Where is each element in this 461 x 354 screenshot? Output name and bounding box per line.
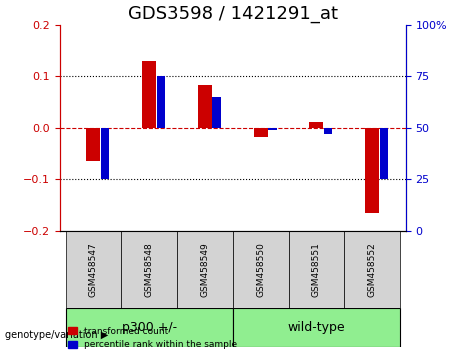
FancyBboxPatch shape — [121, 231, 177, 308]
Bar — [157, 76, 165, 128]
FancyBboxPatch shape — [65, 308, 233, 347]
FancyBboxPatch shape — [65, 231, 121, 308]
Text: genotype/variation ▶: genotype/variation ▶ — [5, 330, 108, 339]
FancyBboxPatch shape — [233, 231, 289, 308]
Text: GSM458549: GSM458549 — [201, 242, 209, 297]
Bar — [142, 61, 156, 128]
Title: GDS3598 / 1421291_at: GDS3598 / 1421291_at — [128, 6, 338, 23]
FancyBboxPatch shape — [289, 231, 344, 308]
Bar — [309, 122, 324, 128]
Text: GSM458552: GSM458552 — [368, 242, 377, 297]
Text: GSM458551: GSM458551 — [312, 242, 321, 297]
Bar — [254, 128, 268, 137]
Text: GSM458548: GSM458548 — [145, 242, 154, 297]
Bar — [86, 128, 100, 161]
FancyBboxPatch shape — [344, 231, 400, 308]
Text: GSM458550: GSM458550 — [256, 242, 265, 297]
Text: wild-type: wild-type — [288, 321, 345, 334]
Text: p300 +/-: p300 +/- — [122, 321, 177, 334]
Legend: transformed count, percentile rank within the sample: transformed count, percentile rank withi… — [65, 323, 241, 353]
Bar — [324, 128, 332, 134]
Bar — [213, 97, 221, 128]
FancyBboxPatch shape — [177, 231, 233, 308]
Text: GSM458547: GSM458547 — [89, 242, 98, 297]
Bar — [101, 128, 109, 179]
Bar — [365, 128, 379, 213]
Bar — [380, 128, 388, 179]
FancyBboxPatch shape — [233, 308, 400, 347]
Bar — [268, 128, 277, 130]
Bar — [198, 85, 212, 128]
